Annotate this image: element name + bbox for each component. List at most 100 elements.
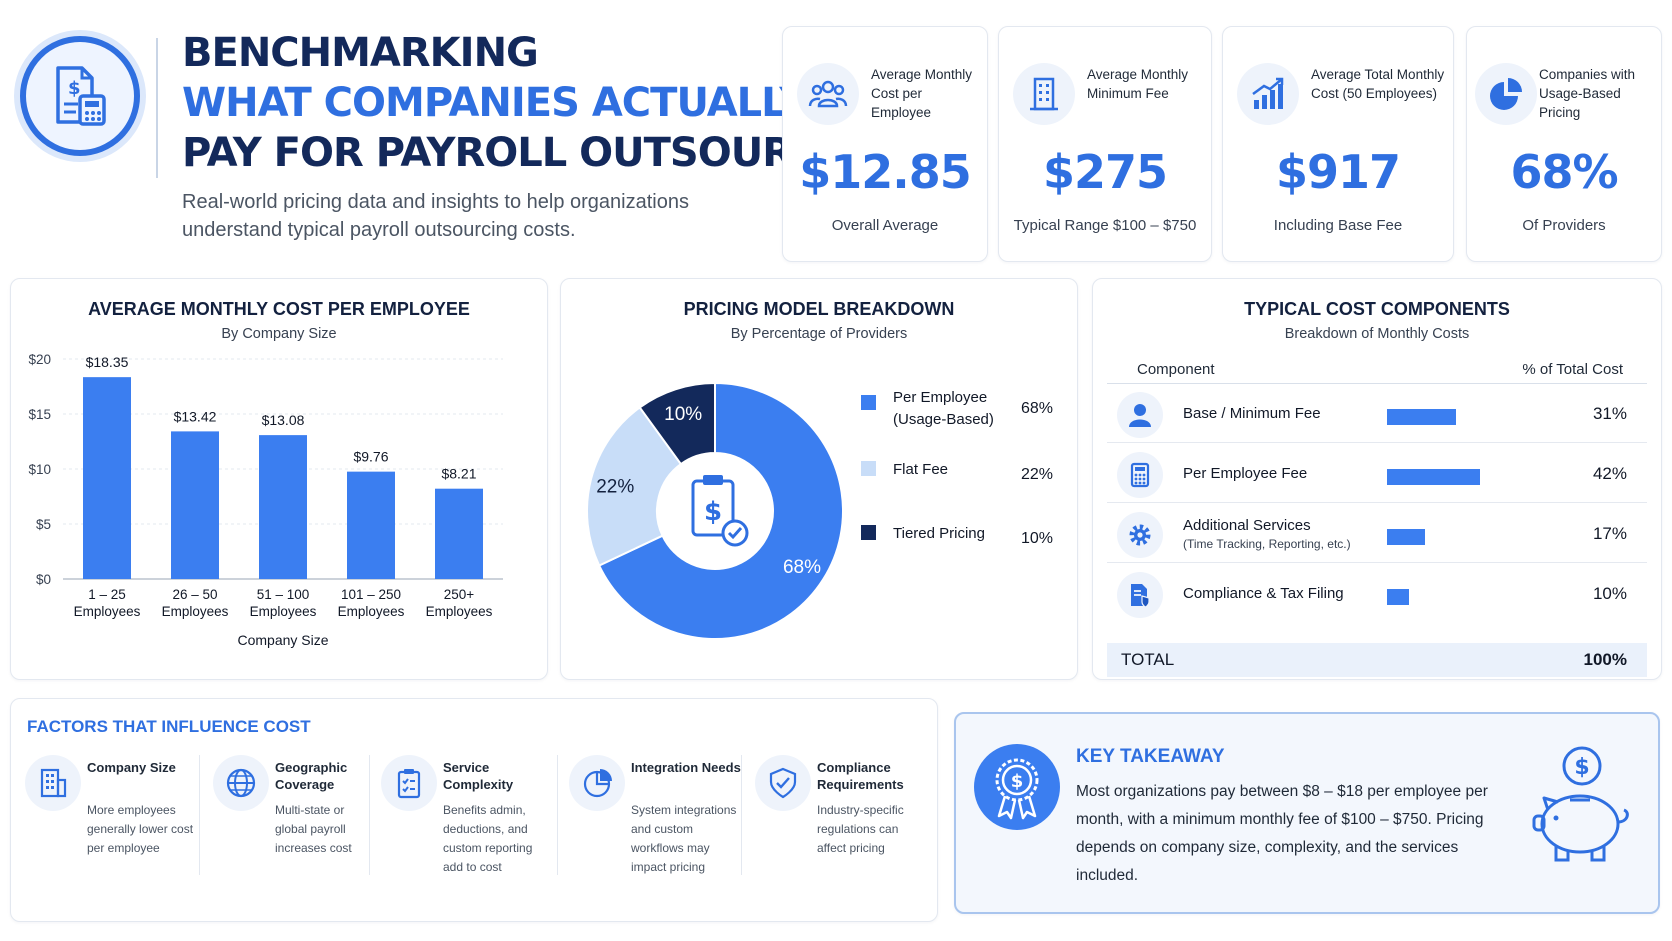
- clipboard-dollar-icon: $: [691, 475, 749, 547]
- y-tick-label: $5: [36, 517, 51, 532]
- y-tick-label: $20: [28, 352, 51, 367]
- kpi-note: Of Providers: [1522, 217, 1606, 234]
- x-tick-label: Employees: [74, 604, 141, 619]
- component-name: Base / Minimum Fee: [1183, 405, 1321, 422]
- x-tick-label: 250+: [444, 587, 475, 602]
- page-subtitle: Real-world pricing data and insights to …: [182, 191, 689, 241]
- donut-chart-panel: PRICING MODEL BREAKDOWN By Percentage of…: [560, 278, 1078, 680]
- kpi-label: Average Monthly Cost per Employee: [871, 67, 973, 120]
- user-icon: [1117, 392, 1163, 438]
- total-label: TOTAL: [1121, 650, 1175, 669]
- table-row: Compliance & Tax Filing 10%: [1107, 565, 1647, 623]
- kpi-card-minimum-fee: Average Monthly Minimum Fee $275 Typical…: [998, 26, 1212, 262]
- bar-chart-title: AVERAGE MONTHLY COST PER EMPLOYEE: [88, 299, 470, 319]
- factors-title: FACTORS THAT INFLUENCE COST: [27, 717, 311, 736]
- svg-text:$: $: [704, 497, 722, 527]
- bar-chart-panel: AVERAGE MONTHLY COST PER EMPLOYEE By Com…: [10, 278, 548, 680]
- bar: [259, 435, 307, 579]
- slice-pct-label: 68%: [783, 557, 821, 578]
- bar-value-label: $13.08: [262, 412, 305, 428]
- legend-swatch: [861, 461, 876, 476]
- header-divider: [156, 38, 158, 178]
- bar: [171, 431, 219, 579]
- kpi-card-cost-per-employee: Average Monthly Cost per Employee $12.85…: [782, 26, 988, 262]
- kpi-label: Average Monthly Minimum Fee: [1087, 67, 1189, 101]
- factor-divider: [557, 755, 558, 875]
- takeaway-text: Most organizations pay between $8 – $18 …: [1076, 783, 1488, 884]
- table-row: Additional Services (Time Tracking, Repo…: [1107, 505, 1647, 563]
- factor-description: More employees generally lower cost per …: [87, 803, 194, 855]
- x-tick-label: 1 – 25: [88, 587, 126, 602]
- kpi-value: $917: [1275, 145, 1401, 199]
- component-name: Additional Services: [1183, 517, 1311, 534]
- component-pct: 42%: [1592, 464, 1627, 483]
- checklist-icon: [381, 755, 437, 811]
- logo-badge: $: [20, 36, 140, 156]
- table-header-divider: [1107, 383, 1647, 384]
- shield-document-icon: [1117, 572, 1163, 618]
- component-bar: [1387, 469, 1481, 485]
- bar: [83, 377, 131, 579]
- donut-chart-title: PRICING MODEL BREAKDOWN: [683, 299, 955, 319]
- pie-chart-icon: [569, 755, 625, 811]
- y-tick-label: $15: [28, 407, 51, 422]
- donut-chart-subtitle: By Percentage of Providers: [730, 326, 908, 342]
- building-icon: [1013, 63, 1075, 125]
- component-bar: [1387, 529, 1425, 545]
- bar: [435, 488, 483, 579]
- kpi-card-total-cost: Average Total Monthly Cost (50 Employees…: [1222, 26, 1454, 262]
- shield-check-icon: [755, 755, 811, 811]
- globe-icon: [213, 755, 269, 811]
- component-bar: [1387, 589, 1410, 605]
- legend-pct: 68%: [1021, 400, 1053, 417]
- svg-text:$: $: [1011, 771, 1024, 792]
- table-row: Base / Minimum Fee 31%: [1107, 385, 1647, 443]
- x-axis-title: Company Size: [237, 632, 328, 648]
- legend-label: Per Employee: [893, 389, 987, 406]
- calculator-icon: [1117, 452, 1163, 498]
- page-title-line-2: WHAT COMPANIES ACTUALLY: [182, 80, 808, 126]
- growth-chart-icon: [1237, 63, 1299, 125]
- bar-chart: $0 $5 $10 $15 $20 $18.35 1 – 25 Employees $13.42…: [28, 352, 503, 648]
- legend-label: Flat Fee: [893, 461, 948, 478]
- factor-divider: [199, 755, 200, 875]
- factor-item-company-size: Company Size More employees generally lo…: [25, 753, 205, 877]
- factor-description: Benefits admin, deductions, and custom r…: [443, 803, 533, 874]
- factor-description: System integrations and custom workflows…: [631, 803, 737, 874]
- factor-title: Service Complexity: [443, 760, 514, 792]
- x-tick-label: 51 – 100: [257, 587, 310, 602]
- x-tick-label: Employees: [250, 604, 317, 619]
- slice-pct-label: 10%: [664, 404, 702, 425]
- building-icon: [25, 755, 81, 811]
- factor-item-compliance: Compliance Requirements Industry-specifi…: [755, 753, 931, 877]
- donut-slice: [586, 406, 683, 567]
- table-row: Per Employee Fee 42%: [1107, 445, 1647, 503]
- kpi-note: Typical Range $100 – $750: [1013, 217, 1197, 234]
- bar: [347, 471, 395, 579]
- x-tick-label: Employees: [426, 604, 493, 619]
- bar-value-label: $8.21: [441, 466, 476, 482]
- pie-chart-icon: [1475, 63, 1537, 125]
- y-tick-label: $10: [28, 462, 51, 477]
- factor-title: Compliance Requirements: [817, 760, 904, 792]
- factor-divider: [369, 755, 370, 875]
- kpi-note: Including Base Fee: [1273, 217, 1403, 234]
- donut-slice: [638, 381, 716, 466]
- page-title-line-1: BENCHMARKING: [182, 30, 539, 76]
- factor-title: Geographic Coverage: [275, 760, 348, 792]
- factor-title: Integration Needs: [631, 760, 741, 775]
- factor-title: Company Size: [87, 760, 176, 775]
- y-tick-label: $0: [36, 572, 51, 587]
- x-tick-label: Employees: [338, 604, 405, 619]
- column-header-component: Component: [1137, 361, 1215, 378]
- total-pct: 100%: [1583, 650, 1627, 669]
- component-pct: 17%: [1592, 524, 1627, 543]
- dollar-award-icon: $: [974, 744, 1060, 830]
- kpi-value: $275: [1042, 145, 1168, 199]
- total-row: TOTAL 100%: [1107, 643, 1647, 677]
- factor-item-service-complexity: Service Complexity Benefits admin, deduc…: [381, 753, 561, 877]
- factor-divider: [741, 755, 742, 875]
- bar-value-label: $13.42: [174, 408, 217, 424]
- component-pct: 10%: [1592, 584, 1627, 603]
- piggy-bank-icon: $: [1526, 742, 1638, 877]
